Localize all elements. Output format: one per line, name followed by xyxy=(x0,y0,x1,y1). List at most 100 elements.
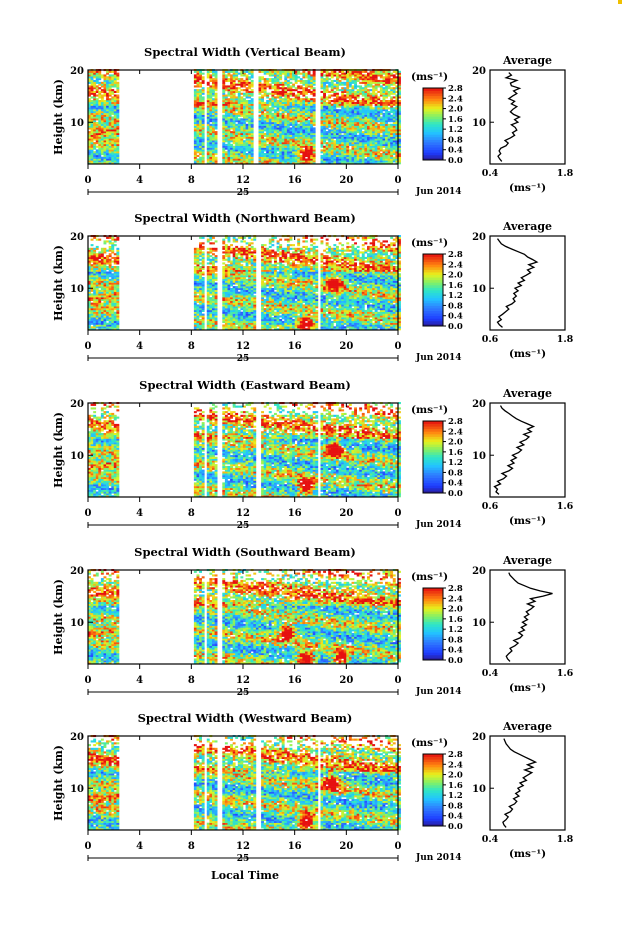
heatmap-cell xyxy=(263,160,267,163)
heatmap-cell xyxy=(297,151,301,154)
heatmap-cell xyxy=(245,156,249,159)
heatmap-cell xyxy=(103,328,107,331)
heatmap-cell xyxy=(390,127,394,130)
heatmap-cell xyxy=(364,101,368,104)
heatmap-cell xyxy=(377,136,381,139)
heatmap-cell xyxy=(258,83,262,86)
heatmap-cell xyxy=(348,107,352,110)
heatmap-cell xyxy=(299,123,303,126)
colorbar-segment xyxy=(423,144,443,148)
heatmap-cell xyxy=(212,131,215,134)
heatmap-cell xyxy=(98,142,102,145)
heatmap-cell xyxy=(108,311,112,314)
heatmap-cell xyxy=(356,92,360,95)
heatmap-cell xyxy=(196,125,200,128)
heatmap-cell xyxy=(111,289,115,292)
heatmap-cell xyxy=(294,109,298,112)
heatmap-cell xyxy=(390,105,394,108)
heatmap-cell xyxy=(201,247,205,250)
heatmap-cell xyxy=(286,107,290,110)
heatmap-cell xyxy=(261,145,264,148)
heatmap-cell xyxy=(377,158,381,161)
heatmap-cell xyxy=(369,109,373,112)
heatmap-cell xyxy=(103,83,107,86)
heatmap-cell xyxy=(108,122,112,125)
heatmap-cell xyxy=(193,120,197,123)
heatmap-cell xyxy=(93,275,97,278)
heatmap-cell xyxy=(336,158,339,161)
heatmap-cell xyxy=(248,151,252,154)
heatmap-cell xyxy=(274,134,277,137)
heatmap-cell xyxy=(310,114,314,117)
heatmap-cell xyxy=(88,132,91,135)
heatmap-cell xyxy=(333,151,337,154)
heatmap-cell xyxy=(385,87,388,90)
heatmap-cell xyxy=(227,70,231,73)
heatmap-cell xyxy=(196,326,200,329)
heatmap-cell xyxy=(343,109,347,112)
heatmap-cell xyxy=(374,129,378,132)
y-axis-label: Height (km) xyxy=(52,79,65,155)
heatmap-cell xyxy=(328,129,332,132)
heatmap-cell xyxy=(199,140,202,143)
heatmap-cell xyxy=(348,114,352,117)
heatmap-cell xyxy=(312,138,316,141)
heatmap-cell xyxy=(116,278,120,281)
heatmap-cell xyxy=(359,112,363,115)
heatmap-cell xyxy=(305,160,308,163)
heatmap-cell xyxy=(201,111,205,114)
heatmap-cell xyxy=(289,109,293,112)
heatmap-cell xyxy=(113,134,117,137)
heatmap-cell xyxy=(111,298,115,301)
heatmap-cell xyxy=(108,320,112,323)
heatmap-cell xyxy=(289,120,293,123)
heatmap-cell xyxy=(98,266,102,269)
heatmap-cell xyxy=(199,282,202,285)
heatmap-cell xyxy=(98,271,102,274)
heatmap-cell xyxy=(361,156,365,159)
heatmap-cell xyxy=(100,142,104,145)
heatmap-cell xyxy=(209,149,213,152)
heatmap-cell xyxy=(323,74,326,77)
heatmap-cell xyxy=(356,101,360,104)
heatmap-cell xyxy=(106,273,109,276)
heatmap-cell xyxy=(250,72,254,75)
heatmap-cell xyxy=(276,147,280,150)
heatmap-cell xyxy=(348,138,352,141)
heatmap-cell xyxy=(266,120,270,123)
heatmap-cell xyxy=(232,101,236,104)
heatmap-cell xyxy=(351,154,355,157)
heatmap-cell xyxy=(289,147,293,150)
heatmap-cell xyxy=(385,112,388,115)
heatmap-cell xyxy=(88,289,91,292)
heatmap-cell xyxy=(214,98,218,101)
heatmap-cell xyxy=(98,132,102,135)
heatmap-cell xyxy=(377,74,381,77)
heatmap-cell xyxy=(248,158,252,161)
heatmap-cell xyxy=(328,151,332,154)
heatmap-cell xyxy=(113,120,117,123)
heatmap-cell xyxy=(336,138,339,141)
heatmap-cell xyxy=(93,317,97,320)
heatmap-cell xyxy=(372,87,376,90)
heatmap-cell xyxy=(209,293,213,296)
heatmap-cell xyxy=(111,313,115,316)
heatmap-cell xyxy=(367,105,370,108)
heatmap-cell xyxy=(250,103,254,106)
heatmap-cell xyxy=(214,112,218,115)
heatmap-cell xyxy=(103,149,107,152)
heatmap-cell xyxy=(271,109,275,112)
heatmap-cell xyxy=(364,132,368,135)
heatmap-cell xyxy=(367,162,370,165)
heatmap-cell xyxy=(206,262,210,265)
heatmap-cell xyxy=(103,131,107,134)
heatmap-cell xyxy=(333,112,337,115)
heatmap-cell xyxy=(111,291,115,294)
heatmap-cell xyxy=(364,134,368,137)
heatmap-cell xyxy=(284,122,288,125)
heatmap-cell xyxy=(261,90,264,93)
heatmap-cell xyxy=(88,140,91,143)
heatmap-cell xyxy=(284,138,288,141)
heatmap-cell xyxy=(274,154,277,157)
heatmap-cell xyxy=(245,131,249,134)
